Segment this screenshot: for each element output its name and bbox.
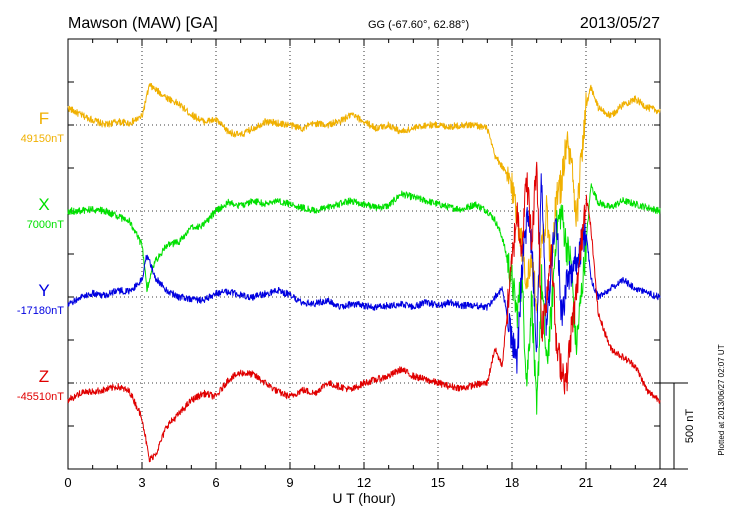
- series-name-f: F: [39, 109, 49, 128]
- x-tick-label: 3: [138, 475, 145, 490]
- scale-bar-label: 500 nT: [684, 409, 696, 444]
- x-tick-label: 18: [505, 475, 519, 490]
- series-baseline-z: -45510nT: [17, 391, 64, 403]
- series-line-f: [67, 82, 661, 314]
- series-baseline-x: 7000nT: [27, 219, 65, 231]
- station-title: Mawson (MAW) [GA]: [68, 15, 218, 32]
- grid-lines: [68, 39, 660, 469]
- series-name-x: X: [38, 195, 49, 214]
- scale-bar: 500 nT: [660, 382, 696, 470]
- x-tick-label: 12: [357, 475, 371, 490]
- x-tick-label: 24: [653, 475, 667, 490]
- x-tick-label: 6: [212, 475, 219, 490]
- series-line-y: [67, 173, 661, 374]
- axis-ticks: 0 3 6 9 12 15 18 21 24: [64, 39, 667, 490]
- x-tick-label: 15: [431, 475, 445, 490]
- series-name-z: Z: [39, 367, 49, 386]
- series-line-x: [67, 183, 661, 415]
- station-coords: GG (-67.60°, 62.88°): [368, 19, 469, 31]
- plotted-timestamp: Plotted at 2013/06/27 02:07 UT: [717, 344, 726, 455]
- series-baseline-f: 49150nT: [21, 133, 65, 145]
- x-tick-label: 21: [579, 475, 593, 490]
- x-axis-label: U T (hour): [332, 490, 395, 506]
- series-lines: [67, 82, 661, 463]
- series-baseline-y: -17180nT: [17, 305, 64, 317]
- series-line-z: [67, 161, 661, 463]
- chart-date: 2013/05/27: [580, 15, 660, 32]
- x-tick-label: 0: [64, 475, 71, 490]
- series-name-y: Y: [38, 281, 49, 300]
- x-tick-label: 9: [286, 475, 293, 490]
- series-labels: F 49150nT X 7000nT Y -17180nT Z -45510nT: [17, 109, 64, 403]
